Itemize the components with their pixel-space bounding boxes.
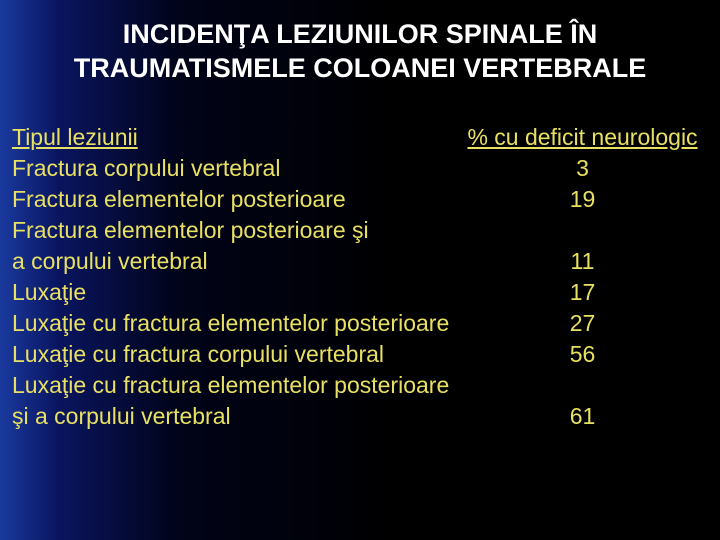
table-row: Luxaţie cu fractura elementelor posterio… xyxy=(12,370,708,401)
table-content: Tipul leziunii % cu deficit neurologic F… xyxy=(0,94,720,432)
title-line-1: INCIDENŢA LEZIUNILOR SPINALE ÎN xyxy=(123,19,598,49)
row-label: a corpului vertebral xyxy=(12,246,457,277)
row-value: 11 xyxy=(457,246,708,277)
row-value: 17 xyxy=(457,277,708,308)
row-label: Fractura elementelor posterioare şi xyxy=(12,215,457,246)
row-value: 19 xyxy=(457,184,708,215)
row-label: Luxaţie cu fractura elementelor posterio… xyxy=(12,370,457,401)
row-label: Luxaţie cu fractura elementelor posterio… xyxy=(12,308,457,339)
row-label: şi a corpului vertebral xyxy=(12,401,457,432)
row-label: Luxaţie xyxy=(12,277,457,308)
row-label: Fractura elementelor posterioare xyxy=(12,184,457,215)
row-value: 27 xyxy=(457,308,708,339)
table-row: Fractura elementelor posterioare 19 xyxy=(12,184,708,215)
header-left: Tipul leziunii xyxy=(12,122,457,153)
row-value: 56 xyxy=(457,339,708,370)
table-row: a corpului vertebral 11 xyxy=(12,246,708,277)
table-row: Fractura elementelor posterioare şi xyxy=(12,215,708,246)
row-value: 3 xyxy=(457,153,708,184)
table-row: Fractura corpului vertebral 3 xyxy=(12,153,708,184)
table-row: Luxaţie 17 xyxy=(12,277,708,308)
table-row: Luxaţie cu fractura corpului vertebral 5… xyxy=(12,339,708,370)
table-header-row: Tipul leziunii % cu deficit neurologic xyxy=(12,122,708,153)
slide-title: INCIDENŢA LEZIUNILOR SPINALE ÎN TRAUMATI… xyxy=(0,0,720,94)
header-right: % cu deficit neurologic xyxy=(457,122,708,153)
row-label: Fractura corpului vertebral xyxy=(12,153,457,184)
table-row: Luxaţie cu fractura elementelor posterio… xyxy=(12,308,708,339)
title-line-2: TRAUMATISMELE COLOANEI VERTEBRALE xyxy=(74,53,647,83)
table-row: şi a corpului vertebral 61 xyxy=(12,401,708,432)
row-value: 61 xyxy=(457,401,708,432)
row-label: Luxaţie cu fractura corpului vertebral xyxy=(12,339,457,370)
